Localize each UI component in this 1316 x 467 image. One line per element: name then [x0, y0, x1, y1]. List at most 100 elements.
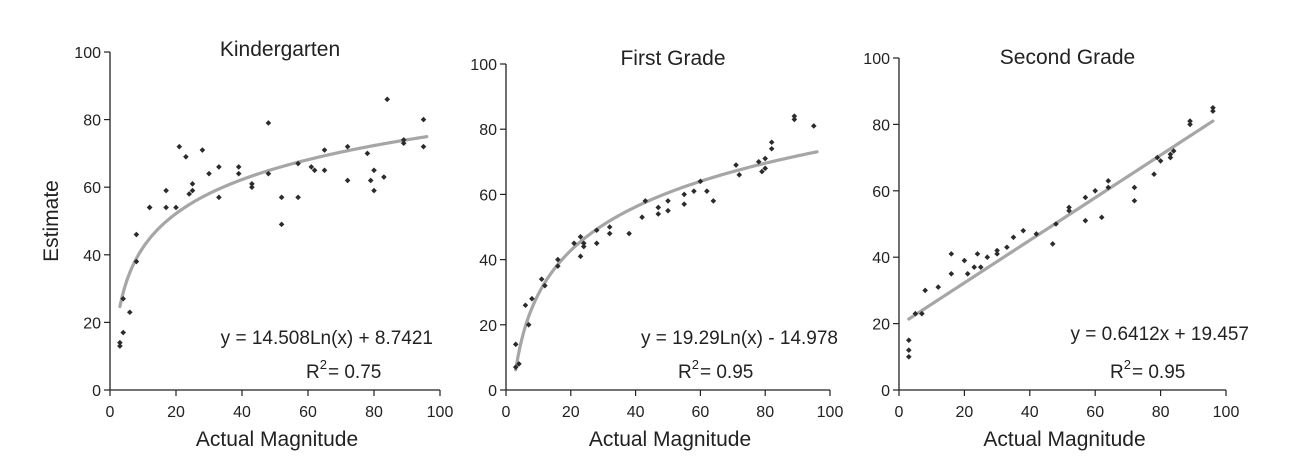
x-tick-label: 0: [895, 404, 904, 421]
data-point: [593, 227, 600, 234]
data-point: [206, 170, 212, 177]
y-tick-label: 60: [479, 187, 497, 204]
data-point: [977, 264, 984, 270]
data-point: [1154, 154, 1161, 161]
data-point: [265, 120, 272, 126]
data-point: [189, 187, 196, 194]
y-tick-label: 40: [872, 250, 890, 267]
data-point: [364, 150, 371, 157]
data-point: [961, 257, 968, 264]
data-point: [120, 329, 126, 336]
data-point: [420, 143, 427, 150]
y-tick-label: 80: [83, 113, 101, 130]
data-point: [577, 253, 584, 260]
r-squared-value: = 0.95: [1132, 362, 1185, 383]
data-point: [811, 123, 817, 129]
trend-line: [118, 135, 429, 309]
x-tick-label: 20: [562, 404, 580, 421]
data-point: [606, 230, 613, 237]
data-point: [235, 164, 242, 170]
data-point: [768, 145, 775, 152]
data-point: [163, 187, 169, 194]
data-point: [555, 263, 561, 269]
data-point: [791, 113, 798, 119]
data-point: [308, 164, 315, 170]
chart-title: Second Grade: [1000, 46, 1135, 69]
data-point: [295, 160, 301, 167]
data-point: [922, 287, 928, 294]
x-tick-label: 100: [1213, 404, 1240, 421]
data-point: [249, 184, 255, 190]
data-point: [762, 155, 768, 162]
r-squared: R2= 0.95: [678, 357, 753, 383]
data-point: [1187, 118, 1193, 124]
x-tick-label: 60: [692, 404, 710, 421]
x-tick-label: 80: [1152, 404, 1170, 421]
data-point: [580, 240, 587, 247]
data-point: [1098, 214, 1105, 221]
data-point: [538, 276, 545, 282]
data-point: [1033, 231, 1040, 237]
y-tick-label: 20: [83, 315, 101, 332]
data-point: [639, 214, 645, 221]
data-point: [948, 251, 955, 257]
data-point: [733, 162, 739, 168]
y-tick-label: 100: [863, 51, 890, 68]
data-point: [265, 170, 272, 177]
data-point: [655, 211, 662, 217]
data-point: [571, 240, 577, 247]
chart-panel-2: 0 20 40 60 80 100 0 20 40 60 80 100 First Grade Actua…: [470, 47, 843, 451]
data-point: [295, 194, 301, 201]
data-point: [768, 139, 775, 146]
data-point: [593, 240, 600, 247]
data-point: [655, 204, 662, 211]
chart-title: Kindergarten: [220, 38, 340, 61]
x-tick-label: 60: [299, 404, 317, 421]
data-point: [522, 302, 529, 309]
data-point: [984, 254, 991, 260]
data-point: [1010, 234, 1017, 241]
data-point: [1053, 221, 1059, 227]
r-squared: R2= 0.95: [1110, 357, 1185, 383]
chart-panel-1: 0 20 40 60 80 100 0 20 40 60 80 100 Kindergarten Actu…: [40, 38, 453, 451]
data-point: [516, 361, 522, 367]
y-tick-label: 0: [881, 383, 890, 400]
data-point: [665, 198, 671, 204]
data-point: [278, 221, 285, 228]
data-point: [384, 96, 390, 103]
data-point: [146, 204, 153, 211]
data-point: [1131, 184, 1138, 191]
r-squared: R2= 0.75: [306, 357, 381, 383]
x-axis-title: Actual Magnitude: [983, 428, 1145, 451]
data-point: [1170, 148, 1177, 154]
data-point: [697, 178, 704, 185]
data-point: [755, 159, 762, 165]
data-point: [321, 147, 328, 153]
data-point: [1066, 204, 1072, 211]
data-point: [216, 164, 222, 170]
data-point: [1210, 105, 1216, 111]
data-point: [311, 167, 318, 174]
r-squared-base: R: [1110, 362, 1124, 383]
data-point: [1210, 108, 1216, 114]
trend-equation: y = 0.6412x + 19.457: [1070, 324, 1249, 345]
y-tick-label: 100: [470, 57, 497, 74]
data-point: [580, 243, 587, 250]
data-point: [964, 271, 971, 277]
x-tick-label: 0: [502, 404, 511, 421]
data-point: [216, 194, 222, 201]
data-point: [400, 137, 407, 143]
data-point: [681, 201, 687, 207]
y-tick-label: 40: [83, 248, 101, 265]
x-tick-label: 40: [627, 404, 645, 421]
y-tick-label: 100: [74, 45, 101, 62]
data-point: [400, 140, 407, 147]
data-point: [371, 167, 377, 174]
data-point: [173, 204, 179, 211]
data-point: [525, 322, 532, 328]
data-point: [1049, 241, 1056, 247]
data-point: [626, 230, 632, 237]
data-point: [235, 170, 242, 177]
data-point: [278, 194, 285, 201]
data-point: [691, 188, 697, 194]
